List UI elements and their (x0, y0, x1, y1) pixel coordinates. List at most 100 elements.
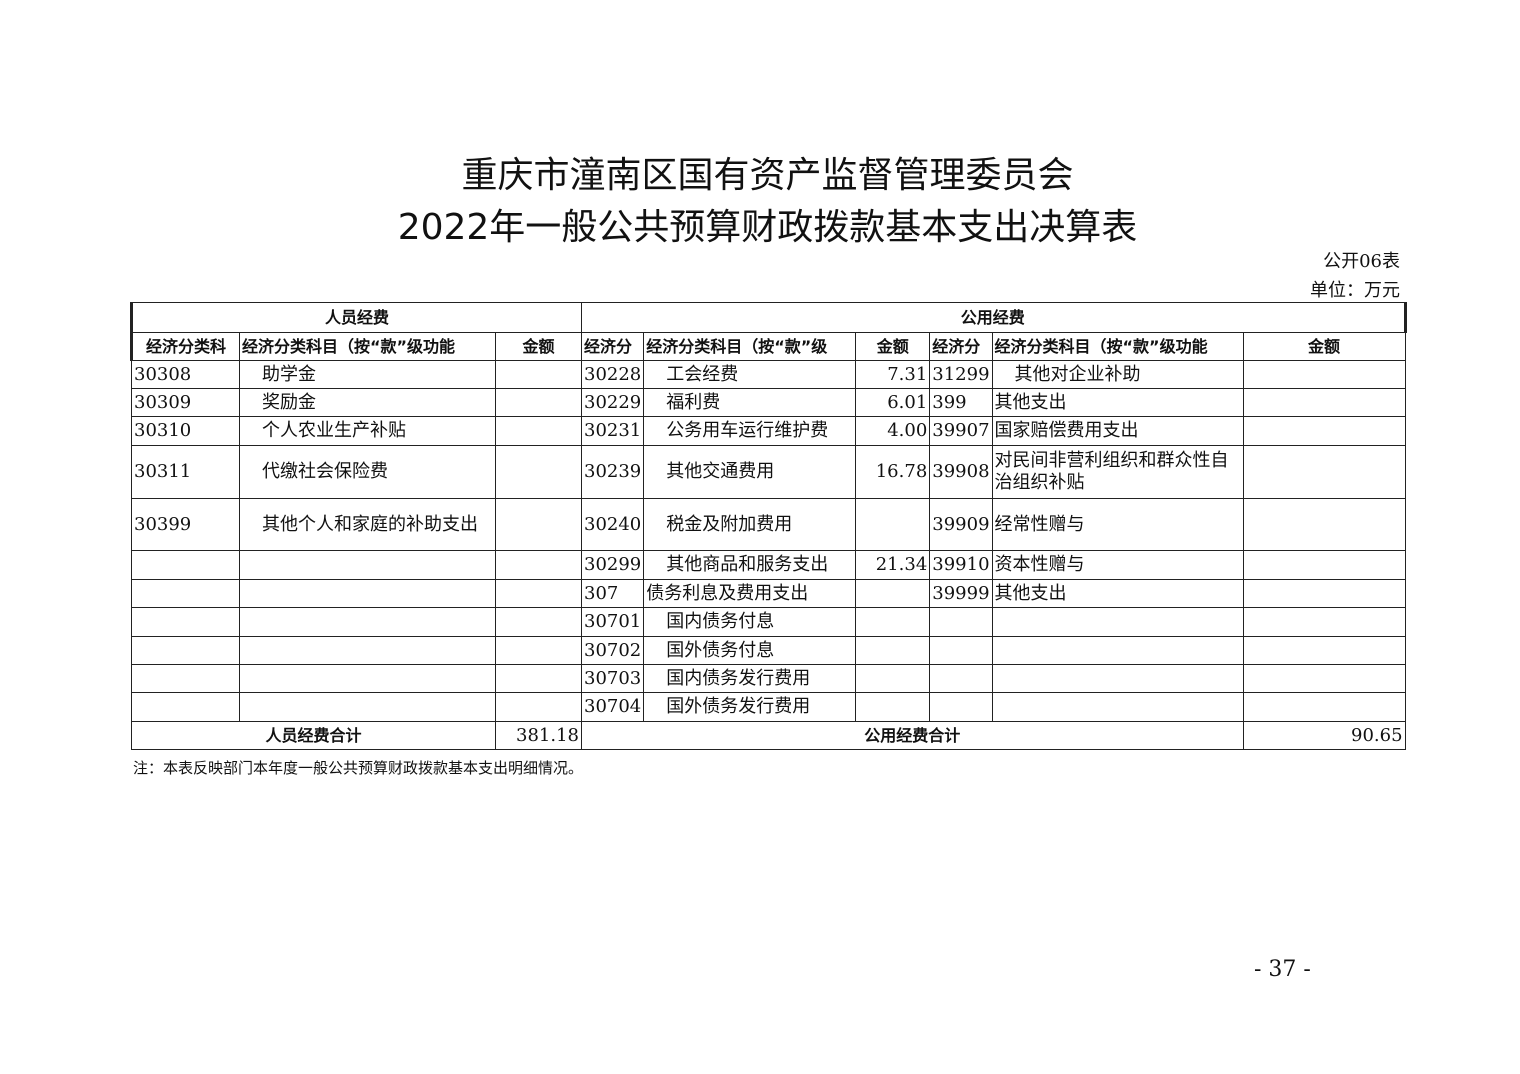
name-cell: 其他商品和服务支出 (643, 550, 857, 580)
code-cell (131, 579, 240, 608)
code-cell: 30399 (131, 498, 240, 551)
col-header-code: 经济分 (929, 332, 993, 361)
amount-cell (1242, 607, 1406, 637)
name-cell (239, 664, 496, 693)
amount-cell (495, 416, 582, 446)
table-row: 30704 国外债务发行费用 (131, 692, 1406, 722)
amount-cell (855, 579, 931, 608)
code-cell: 30703 (580, 664, 645, 693)
amount-cell (1242, 498, 1406, 551)
amount-cell (1242, 692, 1406, 722)
amount-cell (855, 664, 931, 693)
code-cell: 31299 (929, 360, 993, 389)
document-title-line2: 2022年一般公共预算财政拨款基本支出决算表 (397, 207, 1138, 248)
public-total-label: 公用经费合计 (581, 721, 1244, 750)
table-row: 30399 其他个人和家庭的补助支出 30240 税金及附加费用 39909 经常性赠与 (131, 498, 1406, 551)
code-cell (131, 664, 240, 693)
table-row: 30703 国内债务发行费用 (131, 664, 1406, 693)
code-cell: 30311 (131, 445, 240, 499)
amount-cell (855, 498, 931, 551)
amount-cell (855, 636, 931, 665)
name-cell (239, 579, 496, 608)
col-header-amount: 金额 (495, 332, 582, 361)
code-cell: 30229 (580, 388, 645, 417)
name-cell: 税金及附加费用 (643, 498, 857, 551)
col-header-code: 经济分 (580, 332, 645, 361)
col-header-name: 经济分类科目（按“款”级功能 (991, 332, 1244, 361)
col-header-name: 经济分类科目（按“款”级功能 (239, 332, 496, 361)
amount-cell (495, 445, 582, 499)
name-cell (239, 550, 496, 580)
code-cell (131, 550, 240, 580)
name-cell: 其他个人和家庭的补助支出 (239, 498, 496, 551)
expenditure-table: 人员经费 公用经费 经济分类科 经济分类科目（按“款”级功能 金额 经济分 经济… (130, 302, 1407, 750)
amount-cell (495, 607, 582, 637)
name-cell (239, 607, 496, 637)
amount-cell: 21.34 (855, 550, 931, 580)
col-header-amount: 金额 (1242, 332, 1406, 361)
name-cell: 其他交通费用 (643, 445, 857, 499)
table-row: 30310 个人农业生产补贴 30231 公务用车运行维护费 4.00 39907 国家赔偿… (131, 416, 1406, 446)
code-cell: 30309 (131, 388, 240, 417)
table-row: 30701 国内债务付息 (131, 607, 1406, 637)
name-cell (239, 692, 496, 722)
code-cell: 30299 (580, 550, 645, 580)
name-cell: 其他对企业补助 (991, 360, 1244, 389)
amount-cell (495, 498, 582, 551)
name-cell: 债务利息及费用支出 (643, 579, 857, 608)
personnel-total-label: 人员经费合计 (131, 721, 496, 750)
code-cell (131, 636, 240, 665)
table-row: 30702 国外债务付息 (131, 636, 1406, 665)
code-cell (929, 607, 993, 637)
amount-cell: 7.31 (855, 360, 931, 389)
code-cell: 307 (580, 579, 645, 608)
name-cell: 代缴社会保险费 (239, 445, 496, 499)
table-row: 30308 助学金 30228 工会经费 7.31 31299 其他对企业补助 (131, 360, 1406, 389)
col-header-amount: 金额 (855, 332, 931, 361)
amount-cell: 4.00 (855, 416, 931, 446)
code-cell: 39908 (929, 445, 993, 499)
unit-label: 单位：万元 (1310, 280, 1400, 301)
code-cell: 39909 (929, 498, 993, 551)
code-cell: 30702 (580, 636, 645, 665)
code-cell: 30228 (580, 360, 645, 389)
table-row: 307 债务利息及费用支出 39999 其他支出 (131, 579, 1406, 608)
amount-cell (855, 607, 931, 637)
personnel-header: 人员经费 (130, 302, 582, 333)
code-cell (131, 607, 240, 637)
code-cell: 30239 (580, 445, 645, 499)
code-cell (131, 692, 240, 722)
amount-cell (495, 388, 582, 417)
page-number: - 37 - (1254, 957, 1311, 982)
name-cell: 个人农业生产补贴 (239, 416, 496, 446)
name-cell: 国内债务付息 (643, 607, 857, 637)
name-cell (239, 636, 496, 665)
code-cell: 39999 (929, 579, 993, 608)
amount-cell (1242, 416, 1406, 446)
name-cell: 奖励金 (239, 388, 496, 417)
name-cell (991, 607, 1244, 637)
code-cell: 30310 (131, 416, 240, 446)
amount-cell (1242, 360, 1406, 389)
table-row: 30311 代缴社会保险费 30239 其他交通费用 16.78 39908 对民间非营利组… (131, 445, 1406, 499)
table-row: 30299 其他商品和服务支出 21.34 39910 资本性赠与 (131, 550, 1406, 580)
col-header-name: 经济分类科目（按“款”级 (643, 332, 857, 361)
name-cell: 国家赔偿费用支出 (991, 416, 1244, 446)
amount-cell (495, 550, 582, 580)
name-cell: 资本性赠与 (991, 550, 1244, 580)
public-header: 公用经费 (581, 302, 1407, 333)
public-total-value: 90.65 (1242, 721, 1406, 750)
name-cell: 福利费 (643, 388, 857, 417)
name-cell: 经常性赠与 (991, 498, 1244, 551)
code-cell: 30240 (580, 498, 645, 551)
table-code: 公开06表 (1323, 251, 1400, 272)
amount-cell (1242, 445, 1406, 499)
name-cell: 公务用车运行维护费 (643, 416, 857, 446)
name-cell (991, 692, 1244, 722)
name-cell (991, 636, 1244, 665)
table-row: 30309 奖励金 30229 福利费 6.01 399 其他支出 (131, 388, 1406, 417)
personnel-total-value: 381.18 (495, 721, 582, 750)
name-cell: 国外债务付息 (643, 636, 857, 665)
amount-cell (855, 692, 931, 722)
code-cell (929, 664, 993, 693)
